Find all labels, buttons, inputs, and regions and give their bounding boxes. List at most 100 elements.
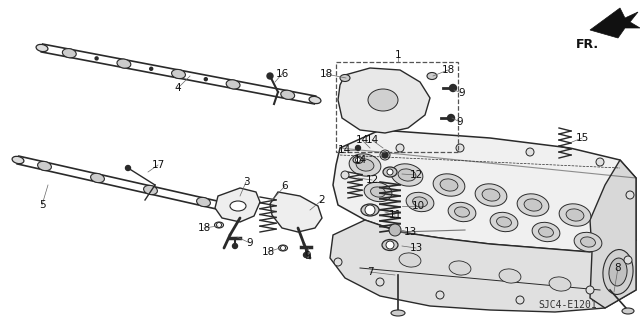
Circle shape bbox=[586, 286, 594, 294]
Circle shape bbox=[334, 258, 342, 266]
Circle shape bbox=[389, 224, 401, 236]
Circle shape bbox=[95, 57, 98, 60]
Polygon shape bbox=[215, 188, 260, 222]
Text: 10: 10 bbox=[412, 201, 424, 211]
Text: 18: 18 bbox=[442, 65, 454, 75]
Text: 11: 11 bbox=[388, 210, 402, 220]
Text: 14: 14 bbox=[337, 145, 351, 155]
Ellipse shape bbox=[559, 204, 591, 226]
Ellipse shape bbox=[12, 156, 24, 164]
Ellipse shape bbox=[309, 96, 321, 104]
Circle shape bbox=[280, 246, 285, 250]
Text: 6: 6 bbox=[282, 181, 288, 191]
Ellipse shape bbox=[398, 169, 416, 181]
Circle shape bbox=[386, 241, 394, 249]
Ellipse shape bbox=[524, 199, 542, 211]
Polygon shape bbox=[590, 160, 636, 308]
Polygon shape bbox=[330, 220, 636, 312]
Text: 7: 7 bbox=[367, 267, 373, 277]
Ellipse shape bbox=[499, 269, 521, 283]
Ellipse shape bbox=[117, 59, 131, 68]
Text: 9: 9 bbox=[246, 238, 253, 248]
Circle shape bbox=[516, 296, 524, 304]
Ellipse shape bbox=[490, 212, 518, 232]
Ellipse shape bbox=[497, 217, 511, 227]
Ellipse shape bbox=[383, 167, 397, 177]
Ellipse shape bbox=[539, 227, 554, 237]
Circle shape bbox=[449, 85, 456, 92]
Circle shape bbox=[624, 256, 632, 264]
Text: 18: 18 bbox=[319, 69, 333, 79]
Circle shape bbox=[626, 191, 634, 199]
Ellipse shape bbox=[427, 72, 437, 79]
Ellipse shape bbox=[449, 261, 471, 275]
Text: 1: 1 bbox=[395, 50, 401, 60]
Text: 16: 16 bbox=[275, 69, 289, 79]
Circle shape bbox=[204, 78, 207, 81]
Text: 12: 12 bbox=[410, 170, 422, 180]
Ellipse shape bbox=[143, 185, 157, 195]
Text: 14: 14 bbox=[365, 135, 379, 145]
Text: 9: 9 bbox=[305, 251, 311, 261]
Ellipse shape bbox=[349, 154, 381, 176]
Polygon shape bbox=[333, 130, 636, 252]
Ellipse shape bbox=[413, 197, 428, 207]
Ellipse shape bbox=[532, 222, 560, 242]
Circle shape bbox=[303, 253, 308, 257]
Ellipse shape bbox=[482, 189, 500, 201]
Ellipse shape bbox=[454, 207, 469, 217]
Text: 18: 18 bbox=[197, 223, 211, 233]
Ellipse shape bbox=[382, 240, 398, 250]
Ellipse shape bbox=[391, 310, 405, 316]
Ellipse shape bbox=[440, 179, 458, 191]
Ellipse shape bbox=[580, 237, 595, 247]
Ellipse shape bbox=[230, 201, 246, 211]
Circle shape bbox=[436, 291, 444, 299]
Polygon shape bbox=[338, 68, 430, 133]
Polygon shape bbox=[590, 8, 640, 38]
Ellipse shape bbox=[226, 80, 240, 89]
Circle shape bbox=[382, 152, 388, 158]
Ellipse shape bbox=[278, 245, 287, 251]
Circle shape bbox=[342, 75, 348, 81]
Text: 17: 17 bbox=[152, 160, 164, 170]
Text: 5: 5 bbox=[38, 200, 45, 210]
Circle shape bbox=[596, 158, 604, 166]
Circle shape bbox=[387, 169, 393, 175]
Ellipse shape bbox=[364, 182, 392, 202]
Text: 12: 12 bbox=[365, 175, 379, 185]
Ellipse shape bbox=[353, 157, 363, 164]
Ellipse shape bbox=[340, 75, 350, 81]
Ellipse shape bbox=[214, 222, 223, 228]
Text: 3: 3 bbox=[243, 177, 250, 187]
Ellipse shape bbox=[574, 232, 602, 252]
Circle shape bbox=[355, 145, 360, 151]
Text: FR.: FR. bbox=[576, 38, 599, 51]
Polygon shape bbox=[270, 192, 322, 232]
Ellipse shape bbox=[38, 161, 51, 171]
Ellipse shape bbox=[406, 192, 434, 212]
Ellipse shape bbox=[603, 249, 633, 294]
Text: 9: 9 bbox=[459, 88, 465, 98]
Text: SJC4-E1201: SJC4-E1201 bbox=[539, 300, 597, 310]
Ellipse shape bbox=[356, 159, 374, 171]
Circle shape bbox=[447, 115, 454, 122]
Ellipse shape bbox=[172, 70, 186, 78]
Circle shape bbox=[341, 171, 349, 179]
Text: 9: 9 bbox=[457, 117, 463, 127]
Ellipse shape bbox=[62, 48, 76, 58]
Text: 15: 15 bbox=[575, 133, 589, 143]
Circle shape bbox=[232, 243, 237, 249]
Ellipse shape bbox=[371, 187, 385, 197]
Ellipse shape bbox=[196, 197, 211, 207]
Text: 13: 13 bbox=[403, 227, 417, 237]
Ellipse shape bbox=[566, 209, 584, 221]
Circle shape bbox=[267, 73, 273, 79]
Ellipse shape bbox=[36, 44, 48, 52]
Ellipse shape bbox=[91, 173, 104, 183]
Ellipse shape bbox=[448, 202, 476, 222]
Ellipse shape bbox=[391, 164, 423, 186]
Text: 4: 4 bbox=[175, 83, 181, 93]
Circle shape bbox=[125, 166, 131, 170]
Ellipse shape bbox=[549, 277, 571, 291]
